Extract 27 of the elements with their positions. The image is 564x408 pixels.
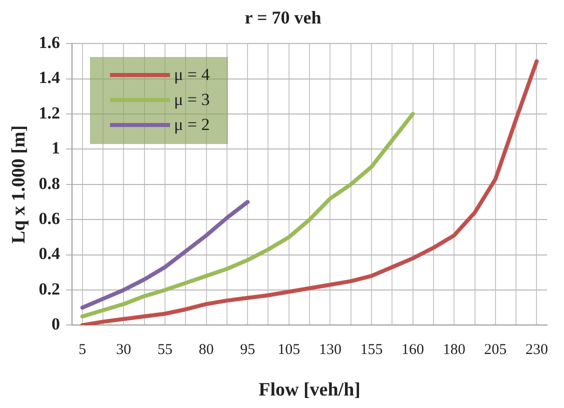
legend-label: μ = 2 — [174, 115, 210, 136]
y-axis-title: Lq x 1.000 [m] — [8, 125, 30, 244]
x-tick-label: 230 — [525, 342, 548, 358]
x-axis-title: Flow [veh/h] — [258, 380, 360, 401]
legend-label: μ = 4 — [174, 65, 210, 86]
x-tick-label: 105 — [278, 342, 300, 358]
y-tick-label: 0.4 — [38, 244, 61, 264]
x-tick-label: 180 — [442, 342, 466, 358]
y-tick-label: 0.8 — [38, 174, 60, 193]
y-tick-label: 1.6 — [38, 32, 60, 52]
y-tick-label: 0.6 — [38, 208, 60, 228]
x-tick-label: 95 — [240, 342, 256, 358]
x-tick-label: 155 — [360, 342, 383, 358]
x-tick-label: 80 — [198, 342, 214, 358]
x-tick-label: 130 — [318, 342, 342, 358]
legend-label: μ = 3 — [174, 90, 210, 110]
x-tick-label: 160 — [402, 342, 424, 358]
x-tick-label: 30 — [116, 342, 132, 358]
x-tick-label: 5 — [78, 342, 86, 358]
y-tick-label: 1.4 — [38, 68, 61, 88]
x-tick-label: 205 — [484, 342, 507, 358]
y-tick-label: 1.2 — [38, 103, 60, 122]
y-tick-label: 1 — [52, 138, 60, 158]
x-tick-label: 55 — [157, 342, 172, 358]
chart-title: r = 70 veh — [244, 7, 322, 28]
y-tick-label: 0 — [52, 314, 60, 334]
y-tick-label: 0.2 — [38, 279, 60, 298]
